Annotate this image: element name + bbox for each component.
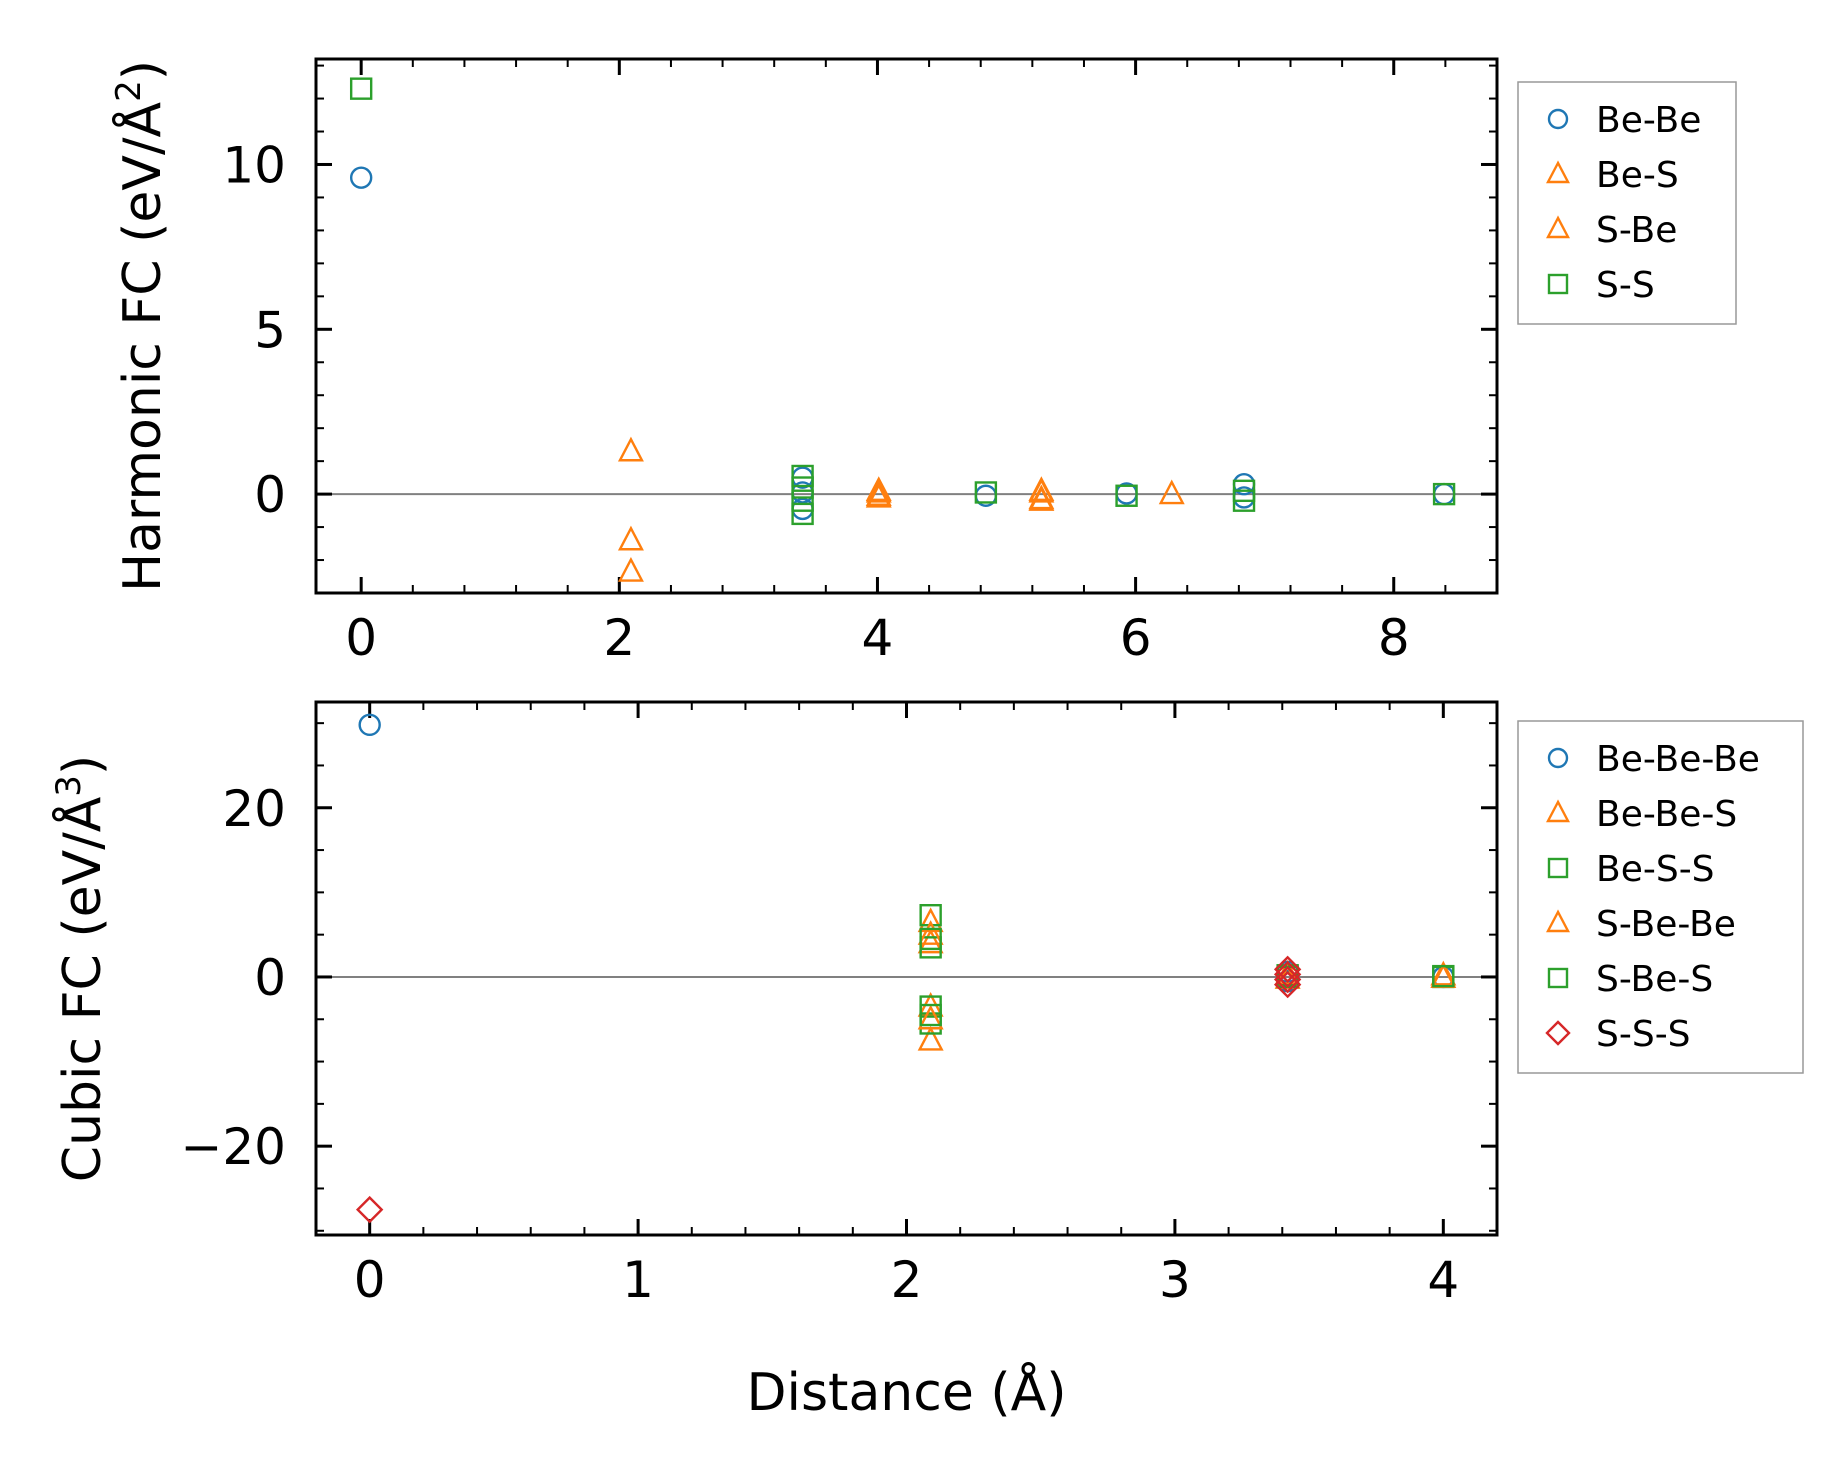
cubic-legend-marker: [1547, 857, 1569, 879]
cubic-legend-marker: [1545, 1020, 1571, 1046]
harmonic-legend-label: Be-S: [1596, 155, 1679, 196]
cubic-point-be-be-s: [917, 1025, 944, 1051]
harmonic-point-be-s: [1158, 479, 1185, 505]
harmonic-legend-marker: [1547, 273, 1569, 295]
cubic-x-tick-label: 3: [1159, 1251, 1191, 1309]
harmonic-point-s-s: [1432, 482, 1456, 506]
harmonic-axes-frame: [314, 57, 1499, 595]
harmonic-x-tick-labels: 0 2 4 6 8: [345, 609, 1409, 667]
cubic-legend-label: S-Be-Be: [1596, 904, 1736, 945]
cubic-legend-label: Be-S-S: [1596, 849, 1715, 890]
cubic-legend-label: S-Be-S: [1596, 959, 1713, 1000]
x-axis-label: Distance (Å): [746, 1361, 1066, 1423]
cubic-y-tick-labels: −20 0 20: [180, 780, 286, 1176]
harmonic-legend-marker: [1546, 215, 1570, 239]
cubic-point-s-s-s: [1273, 965, 1302, 994]
harmonic-x-tick-label: 2: [603, 609, 635, 667]
harmonic-series-s-s: [349, 77, 1456, 526]
harmonic-point-s-be: [865, 477, 892, 503]
harmonic-legend-label: Be-Be: [1596, 100, 1701, 141]
harmonic-x-tick-label: 6: [1120, 609, 1152, 667]
cubic-legend-marker: [1547, 747, 1569, 769]
cubic-point-s-s-s: [1273, 955, 1302, 984]
harmonic-point-s-be: [1028, 486, 1055, 511]
harmonic-point-s-be: [1028, 477, 1055, 503]
harmonic-y-axis-label-sup: 2: [109, 80, 149, 102]
harmonic-y-tick-label: 0: [254, 466, 286, 524]
harmonic-point-s-s: [791, 502, 814, 526]
harmonic-legend-label: S-S: [1596, 265, 1655, 306]
cubic-point-s-be-be: [917, 920, 944, 945]
cubic-point-s-s-s: [355, 1195, 384, 1224]
cubic-x-tick-label: 0: [354, 1251, 386, 1309]
harmonic-point-be-s: [617, 556, 644, 582]
cubic-point-s-s-s: [1273, 960, 1302, 989]
cubic-legend: Be-Be-Be Be-Be-S Be-S-S S-Be-Be S-Be-S S-S-S: [1517, 720, 1804, 1074]
harmonic-y-tick-labels: 0 5 10: [222, 136, 286, 524]
harmonic-point-s-s: [791, 464, 814, 488]
harmonic-point-be-s: [617, 436, 644, 462]
harmonic-x-tick-label: 0: [345, 609, 377, 667]
harmonic-x-tick-label: 8: [1378, 609, 1410, 667]
harmonic-legend-box: [1517, 81, 1737, 325]
cubic-legend-marker: [1546, 909, 1570, 933]
harmonic-point-s-s: [1115, 484, 1138, 507]
harmonic-point-s-s: [974, 481, 998, 504]
cubic-y-tick-label: −20: [180, 1118, 286, 1176]
harmonic-y-tick-label: 10: [222, 136, 286, 194]
cubic-legend-marker: [1546, 799, 1570, 823]
cubic-axes-frame: [314, 700, 1499, 1237]
cubic-point-s-be-be: [917, 1004, 944, 1030]
cubic-y-axis-label-main: Cubic FC (eV/Å: [51, 796, 113, 1182]
harmonic-series-s-be: [865, 477, 1055, 511]
harmonic-legend-label: S-Be: [1596, 210, 1677, 251]
cubic-major-ticks: [316, 702, 1497, 1235]
cubic-x-tick-label: 1: [622, 1251, 654, 1309]
harmonic-point-s-s: [1232, 489, 1256, 512]
harmonic-y-axis-label-close: ): [113, 60, 173, 80]
harmonic-major-ticks: [316, 59, 1497, 593]
harmonic-legend-marker: [1546, 160, 1570, 184]
cubic-x-tick-label: 4: [1427, 1251, 1459, 1309]
harmonic-point-be-s: [617, 525, 644, 551]
harmonic-y-axis-label: Harmonic FC (eV/Å2): [109, 60, 173, 592]
harmonic-legend-marker: [1547, 108, 1569, 130]
cubic-x-tick-label: 2: [891, 1251, 923, 1309]
harmonic-x-tick-label: 4: [862, 609, 894, 667]
harmonic-point-be-be: [349, 166, 373, 189]
cubic-legend-marker: [1547, 967, 1569, 989]
cubic-point-s-be-s: [1432, 964, 1455, 988]
cubic-series-s-s-s: [355, 955, 1302, 1224]
cubic-point-be-be-be: [358, 713, 381, 737]
harmonic-point-s-be: [865, 482, 892, 508]
harmonic-y-axis-label-main: Harmonic FC (eV/Å: [111, 101, 173, 592]
harmonic-data-points: [349, 77, 1456, 582]
cubic-y-axis-label-sup: 3: [49, 775, 89, 797]
cubic-y-axis-label-close: ): [53, 755, 113, 775]
cubic-x-tick-labels: 0 1 2 3 4: [354, 1251, 1459, 1309]
harmonic-point-s-s: [791, 489, 814, 512]
cubic-point-s-be-s: [919, 1003, 942, 1027]
harmonic-point-s-s: [349, 77, 373, 100]
cubic-y-tick-label: 20: [222, 780, 286, 838]
cubic-legend-label: S-S-S: [1596, 1014, 1691, 1055]
harmonic-y-tick-label: 5: [254, 301, 286, 359]
cubic-legend-label: Be-Be-Be: [1596, 739, 1760, 780]
cubic-point-be-be-s: [917, 928, 944, 954]
harmonic-point-s-s: [791, 476, 814, 499]
cubic-data-points: [355, 713, 1457, 1224]
cubic-y-axis-label: Cubic FC (eV/Å3): [49, 755, 113, 1182]
cubic-legend-label: Be-Be-S: [1596, 794, 1737, 835]
cubic-point-s-s-s: [1273, 970, 1302, 999]
harmonic-legend: Be-Be Be-S S-Be S-S: [1517, 81, 1737, 325]
cubic-legend-box: [1517, 720, 1804, 1074]
cubic-point-s-be-s: [919, 927, 942, 951]
cubic-y-tick-label: 0: [254, 949, 286, 1007]
